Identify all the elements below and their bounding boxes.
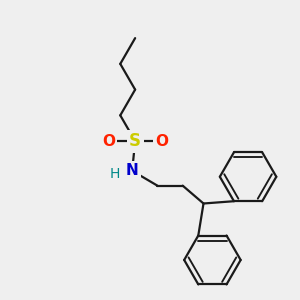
Text: H: H bbox=[109, 167, 119, 181]
Text: O: O bbox=[155, 134, 168, 148]
Text: O: O bbox=[102, 134, 115, 148]
Text: S: S bbox=[129, 132, 141, 150]
Text: N: N bbox=[126, 163, 139, 178]
